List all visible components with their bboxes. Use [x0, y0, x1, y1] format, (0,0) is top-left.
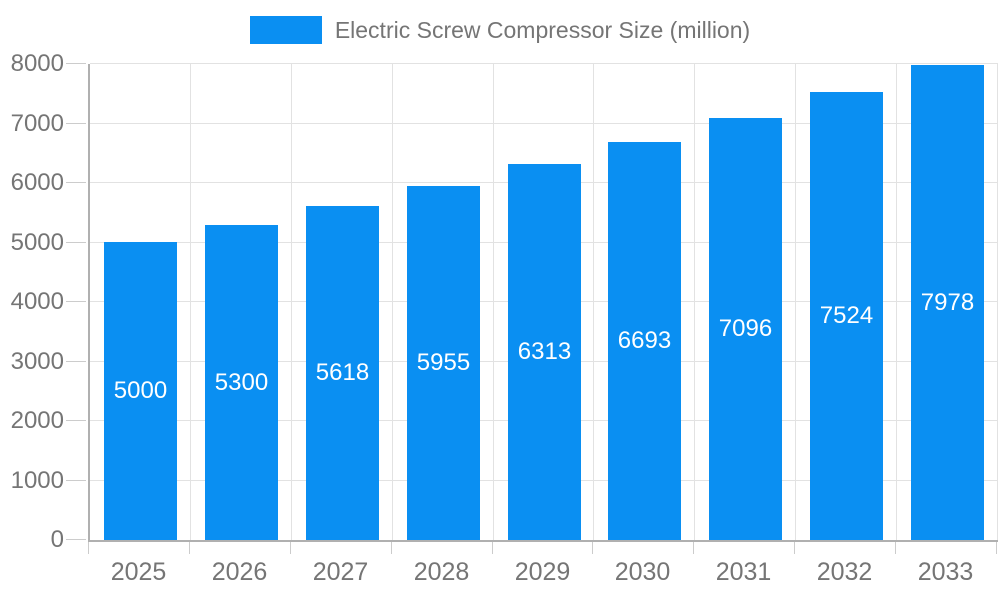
legend-label: Electric Screw Compressor Size (million) — [334, 17, 751, 43]
x-gridline — [694, 64, 695, 540]
x-axis-label: 2030 — [614, 558, 671, 586]
bar[interactable]: 7524 — [810, 92, 883, 540]
y-axis-label: 7000 — [10, 110, 64, 137]
y-axis-label: 8000 — [10, 50, 64, 77]
x-axis-tick — [290, 542, 291, 554]
bar[interactable]: 7978 — [911, 65, 984, 540]
x-gridline — [593, 64, 594, 540]
x-gridline — [190, 64, 191, 540]
x-gridline — [795, 64, 796, 540]
x-axis-label: 2027 — [312, 558, 369, 586]
x-axis-label: 2028 — [413, 558, 470, 586]
x-gridline — [291, 64, 292, 540]
y-axis-tick — [66, 63, 86, 64]
x-gridline — [493, 64, 494, 540]
bar-value-label: 7096 — [718, 315, 773, 342]
x-gridline — [392, 64, 393, 540]
bar[interactable]: 7096 — [709, 118, 782, 540]
bar[interactable]: 6313 — [508, 164, 581, 540]
x-axis-label: 2026 — [211, 558, 268, 586]
bar-value-label: 6693 — [617, 327, 672, 354]
y-axis-label: 2000 — [10, 407, 64, 434]
x-axis-tick — [794, 542, 795, 554]
y-axis-tick — [66, 301, 86, 302]
y-axis-tick — [66, 242, 86, 243]
bar-value-label: 5300 — [214, 368, 269, 396]
x-gridline — [997, 64, 998, 540]
x-axis-label: 2029 — [514, 558, 571, 586]
y-axis-label: 0 — [50, 526, 64, 553]
x-axis-label: 2033 — [917, 558, 974, 586]
y-gridline — [90, 123, 998, 124]
bar[interactable]: 6693 — [608, 142, 681, 540]
x-axis-tick — [996, 542, 997, 554]
bar[interactable]: 5618 — [306, 206, 379, 540]
bar-value-label: 6313 — [517, 338, 572, 365]
y-axis-label: 3000 — [10, 348, 64, 375]
x-axis-label: 2031 — [715, 558, 772, 586]
bar-value-label: 5000 — [113, 377, 168, 404]
x-axis-tick — [391, 542, 392, 554]
y-axis-tick — [66, 420, 86, 421]
bar-value-label: 7524 — [819, 302, 874, 329]
bar-value-label: 5618 — [315, 359, 370, 386]
bar-value-label: 5955 — [416, 349, 471, 376]
y-axis-tick — [66, 480, 86, 481]
y-axis-label: 4000 — [10, 288, 64, 315]
y-axis-label: 5000 — [10, 229, 64, 256]
y-axis-tick — [66, 361, 86, 362]
x-axis-tick — [693, 542, 694, 554]
bar[interactable]: 5000 — [104, 242, 177, 540]
x-gridline — [896, 64, 897, 540]
bar-value-label: 7978 — [920, 288, 975, 316]
y-axis-label: 6000 — [10, 169, 64, 196]
y-gridline — [90, 63, 998, 64]
legend-swatch-icon — [249, 16, 322, 44]
plot-area: 5000 5300 5618 5955 6313 6693 7096 7524 7978 — [88, 63, 998, 542]
x-axis-tick — [895, 542, 896, 554]
y-axis-tick — [66, 123, 86, 124]
y-axis-label: 1000 — [10, 467, 64, 494]
x-axis-tick — [492, 542, 493, 554]
legend[interactable]: Electric Screw Compressor Size (million) — [0, 15, 1000, 45]
x-axis-tick — [189, 542, 190, 554]
y-axis-tick — [66, 539, 86, 540]
x-axis-tick — [88, 542, 89, 554]
x-axis-tick — [592, 542, 593, 554]
bar[interactable]: 5300 — [205, 225, 278, 540]
y-axis-tick — [66, 182, 86, 183]
x-axis-label: 2032 — [816, 558, 873, 586]
bar[interactable]: 5955 — [407, 186, 480, 540]
x-axis-label: 2025 — [110, 558, 167, 586]
